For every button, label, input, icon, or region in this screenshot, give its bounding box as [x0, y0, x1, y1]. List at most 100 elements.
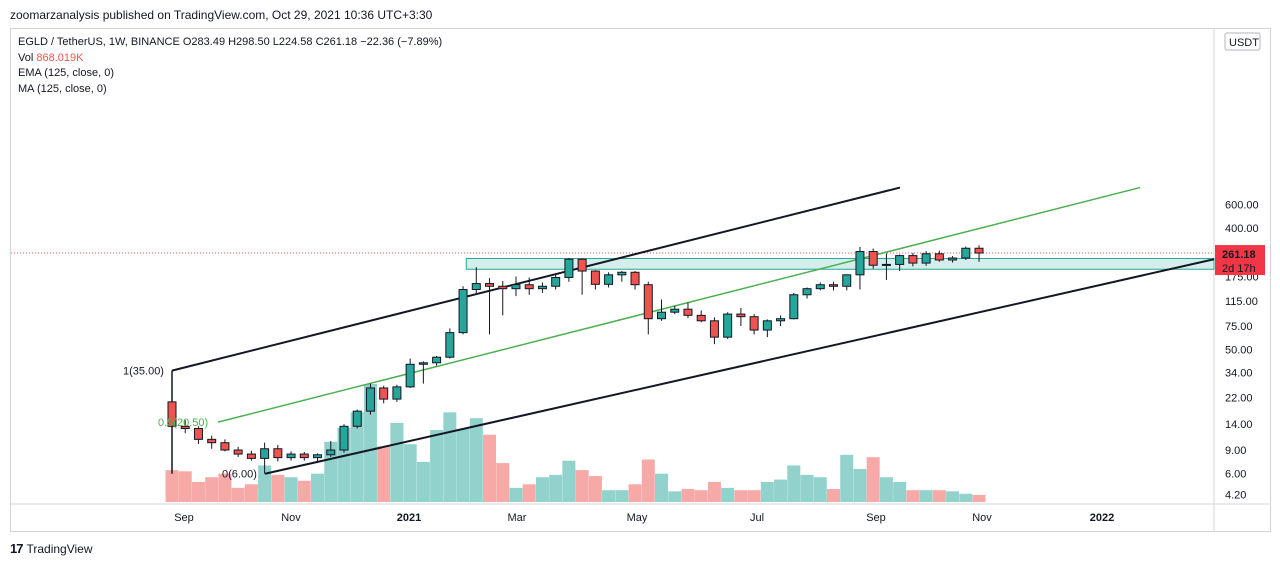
candle-body [749, 316, 759, 331]
candle-body [193, 428, 203, 440]
candle-body [577, 258, 587, 272]
legend-volume-value: 868.019K [36, 51, 84, 64]
candle-body [458, 289, 468, 334]
volume-bar [575, 470, 589, 502]
price-tick-label: 600.00 [1225, 199, 1259, 211]
legend-volume-label: Vol [18, 51, 34, 64]
volume-bar [284, 477, 298, 502]
candle-body [498, 285, 508, 290]
legend-symbol[interactable]: EGLD / TetherUS, 1W, BINANCE [18, 36, 180, 48]
chart-frame[interactable] [10, 28, 1271, 532]
volume-bar [403, 444, 417, 502]
time-tick-label: 2021 [397, 512, 421, 524]
volume-bar [178, 471, 192, 502]
candle-body [921, 253, 931, 264]
price-tick-label: 14.00 [1225, 419, 1253, 431]
price-tick-label: 6.00 [1225, 469, 1246, 481]
volume-bar [840, 454, 854, 502]
volume-bar [311, 473, 325, 502]
candle-body [762, 320, 772, 331]
volume-bar [641, 459, 655, 502]
candle-body [696, 314, 706, 322]
candle-body [524, 284, 534, 290]
volume-bar [655, 473, 669, 502]
time-tick-label: Sep [174, 512, 194, 524]
legend-ma[interactable]: MA (125, close, 0) [18, 82, 107, 95]
candle-body [352, 410, 362, 427]
channel-upper-line [171, 186, 901, 372]
volume-bar [760, 481, 774, 502]
candle-body [630, 271, 640, 286]
candle-body [326, 449, 336, 456]
publisher-note: zoomarzanalysis published on TradingView… [10, 8, 433, 22]
volume-bar [390, 422, 404, 502]
time-tick-label: Jul [750, 512, 764, 524]
currency-label: USDT [1229, 37, 1259, 49]
candle-body [485, 283, 495, 287]
price-tick-label: 4.20 [1225, 490, 1246, 502]
time-tick-label: Nov [281, 512, 301, 524]
legend-ohlc: O283.49 H298.50 L224.58 C261.18 −22.36 (… [182, 36, 443, 48]
fib-label-top: 1(35.00) [123, 366, 164, 378]
candle-body [207, 438, 217, 444]
candle-body [709, 320, 719, 338]
candle-body [789, 294, 799, 320]
candle-body [815, 284, 825, 290]
bar-countdown-label: 2d 17h [1222, 263, 1256, 275]
chart-legend: EGLD / TetherUS, 1W, BINANCE O283.49 H29… [18, 35, 442, 97]
legend-ema[interactable]: EMA (125, close, 0) [18, 67, 114, 79]
channel-lower-line [264, 258, 1215, 475]
volume-bar [456, 428, 470, 502]
volume-bar [681, 489, 695, 502]
candle-body [471, 283, 481, 291]
candle-body [180, 425, 190, 430]
candle-body [776, 318, 786, 322]
candle-body [868, 251, 878, 266]
candle-body [881, 263, 891, 266]
volume-bar [734, 490, 748, 502]
volume-bar [774, 479, 788, 502]
volume-bar [615, 490, 629, 502]
candle-body [736, 313, 746, 318]
volume-bar [879, 477, 893, 502]
price-tick-label: 115.00 [1225, 296, 1258, 308]
candle-body [299, 453, 309, 459]
volume-bar [694, 490, 708, 502]
volume-bar [602, 490, 616, 502]
candle-body [657, 311, 667, 320]
candle-body [643, 284, 653, 320]
volume-bar [416, 461, 430, 502]
volume-bar [866, 457, 880, 502]
volume-bar [721, 487, 735, 502]
volume-bar [628, 484, 642, 502]
candle-body [908, 255, 918, 264]
volume-bar [959, 493, 973, 502]
price-tick-label: 22.00 [1225, 393, 1253, 405]
volume-bar [853, 468, 867, 502]
volume-bar [946, 491, 960, 502]
candle-body [564, 258, 574, 278]
volume-bar [919, 490, 933, 502]
candle-body [551, 276, 561, 287]
volume-bar [813, 477, 827, 502]
legend-volume-row[interactable]: Vol 868.019K [18, 51, 442, 67]
volume-bar [787, 465, 801, 502]
volume-bar [800, 474, 814, 502]
volume-bar [350, 412, 364, 502]
candle-body [432, 356, 442, 364]
candle-body [313, 454, 323, 459]
price-tick-label: 34.00 [1225, 367, 1253, 379]
volume-bar [535, 477, 549, 502]
candle-body [392, 386, 402, 400]
channel-mid-line [217, 186, 1141, 423]
footer-brand[interactable]: 17 TradingView [10, 541, 93, 556]
candle-body [445, 332, 455, 358]
volume-bar [549, 474, 563, 502]
legend-symbol-row[interactable]: EGLD / TetherUS, 1W, BINANCE O283.49 H29… [18, 35, 442, 51]
candle-body [537, 285, 547, 290]
candle-body [418, 362, 428, 365]
candle-body [167, 401, 177, 427]
candle-body [829, 284, 838, 287]
candle-body [246, 453, 256, 459]
